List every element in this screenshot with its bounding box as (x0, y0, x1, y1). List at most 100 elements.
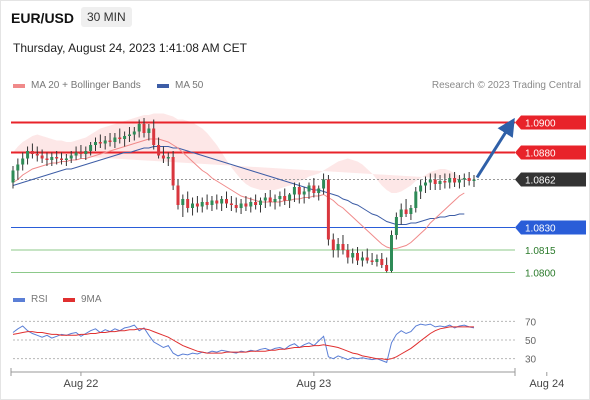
candle (424, 176, 427, 193)
candle (79, 145, 83, 159)
price-tag-1.0862: 1.0862 (515, 172, 586, 187)
candle-body (336, 244, 340, 250)
candle (472, 175, 476, 187)
candle (263, 193, 267, 208)
candle (157, 137, 161, 159)
candle-body (249, 202, 253, 207)
candle (292, 182, 296, 202)
candle (16, 158, 20, 180)
research-credit: Research © 2023 Trading Central (431, 80, 581, 91)
price-tag-label: 1.0900 (525, 119, 556, 130)
candle (302, 187, 306, 204)
candle (331, 233, 335, 258)
candle (346, 244, 350, 264)
candle (341, 235, 345, 255)
candle-body (195, 203, 199, 207)
candle (428, 173, 432, 190)
candle-body (414, 191, 418, 208)
candle-body (40, 155, 44, 159)
candle (326, 175, 330, 246)
candle (249, 197, 253, 213)
candle-body (365, 257, 369, 261)
candle (394, 212, 398, 240)
rsi-9ma-line (12, 326, 474, 361)
price-tag-label: 1.0880 (525, 149, 556, 160)
candle-body (181, 199, 185, 205)
candle-body (118, 137, 122, 139)
candle (98, 134, 102, 148)
price-tag-label: 1.0830 (525, 224, 556, 235)
candle (128, 127, 131, 142)
candle-body (331, 239, 335, 250)
candle-body (380, 259, 384, 265)
price-tag-1.0900: 1.0900 (515, 115, 586, 130)
symbol-title: EUR/USD (11, 10, 75, 26)
ma9-swatch (63, 297, 75, 302)
candle-body (438, 181, 442, 184)
candle (288, 193, 292, 208)
candle (11, 166, 15, 189)
candle (254, 194, 258, 210)
candle-body (79, 152, 83, 154)
candle-body (307, 185, 311, 192)
candle-body (341, 244, 345, 250)
candle (123, 131, 127, 147)
candle-body (292, 187, 296, 195)
candle (453, 172, 457, 187)
rsi-tick-label: 70 (525, 317, 537, 328)
candle-body (55, 157, 59, 159)
candle (60, 152, 63, 165)
candle (283, 188, 287, 205)
candle (336, 238, 340, 258)
candle-body (176, 185, 180, 205)
candle (375, 254, 379, 267)
candle (414, 187, 418, 213)
candle (181, 194, 185, 217)
price-tag-1.0815: 1.0815 (525, 246, 556, 257)
candle-body (191, 203, 194, 208)
candle (171, 151, 175, 190)
candle (69, 151, 73, 163)
timeframe-badge[interactable]: 30 MIN (81, 7, 132, 27)
chart-datetime: Thursday, August 24, 2023 1:41:08 AM CET (13, 41, 247, 55)
candle-body (11, 170, 15, 183)
candle-body (21, 158, 25, 165)
bollinger-band-area (13, 113, 465, 193)
legend-ma20: MA 20 + Bollinger Bands (13, 80, 141, 91)
candle-body (229, 203, 233, 205)
candle (35, 146, 39, 162)
candle (191, 197, 194, 216)
candle-body (472, 179, 476, 181)
price-tag-1.0880: 1.0880 (515, 145, 586, 160)
price-tag-box (515, 115, 586, 130)
candle-body (113, 137, 117, 142)
candle-body (171, 157, 175, 186)
candle (419, 179, 423, 199)
candle (360, 251, 364, 267)
candle (462, 173, 466, 187)
candle-body (225, 199, 228, 204)
forecast-arrow (475, 117, 515, 179)
candle-body (137, 124, 141, 132)
candle-body (259, 200, 262, 205)
candle-body (234, 205, 238, 208)
candle (273, 194, 277, 210)
candle-body (205, 202, 209, 205)
candle (89, 142, 93, 156)
candle (307, 182, 311, 199)
price-tag-1.0830: 1.0830 (515, 220, 586, 235)
candle (108, 133, 112, 147)
candle (45, 152, 49, 166)
candle (55, 151, 59, 165)
candle-body (317, 188, 321, 193)
candle (356, 247, 359, 265)
price-tag-label: 1.0800 (525, 269, 556, 280)
ma50-line (12, 146, 465, 225)
candle-body (394, 217, 398, 235)
candle-body (254, 202, 258, 205)
candle (195, 196, 199, 213)
candle (278, 191, 282, 207)
rsi-tick-label: 50 (525, 336, 537, 347)
candle (94, 137, 97, 151)
